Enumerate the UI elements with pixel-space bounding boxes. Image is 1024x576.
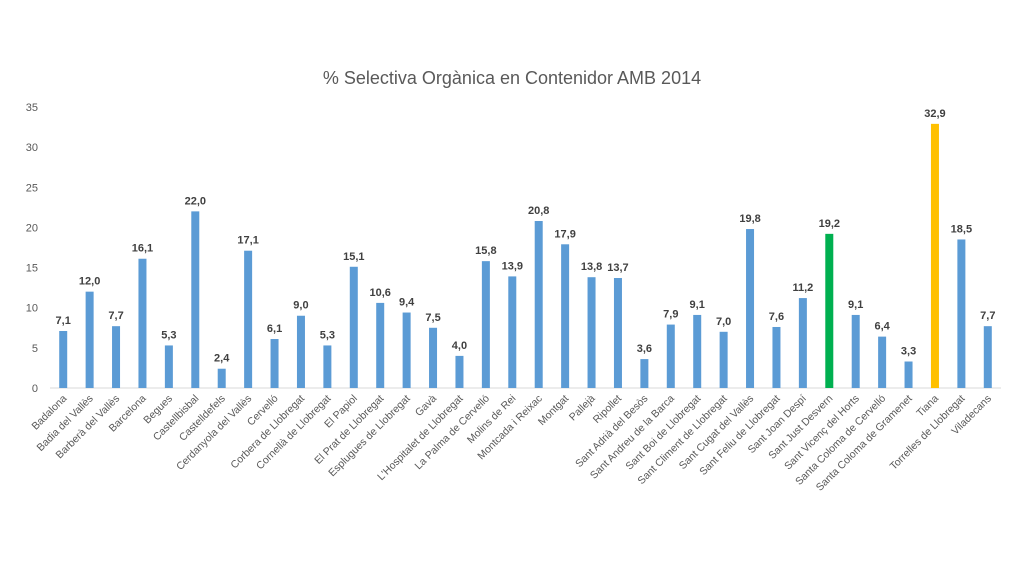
bar xyxy=(534,221,543,388)
bar xyxy=(270,339,279,388)
y-tick-label: 20 xyxy=(26,222,38,234)
bar xyxy=(798,298,807,388)
y-tick-label: 35 xyxy=(26,102,38,114)
data-label: 17,9 xyxy=(554,228,575,240)
data-label: 16,1 xyxy=(132,243,153,255)
data-label: 7,6 xyxy=(769,311,784,323)
data-label: 15,1 xyxy=(343,251,364,263)
data-label: 32,9 xyxy=(924,108,945,120)
bar xyxy=(587,277,596,388)
data-label: 13,8 xyxy=(581,261,602,273)
bar xyxy=(613,278,622,388)
data-label: 5,3 xyxy=(161,329,176,341)
bar xyxy=(693,314,702,388)
data-label: 19,2 xyxy=(819,218,840,230)
bar xyxy=(825,233,834,388)
data-label: 17,1 xyxy=(237,235,258,247)
data-label: 5,3 xyxy=(320,329,335,341)
data-label: 7,9 xyxy=(663,309,678,321)
bar xyxy=(481,261,490,388)
data-label: 3,3 xyxy=(901,346,916,358)
data-label: 6,1 xyxy=(267,323,282,335)
bar xyxy=(930,123,939,389)
bar xyxy=(296,315,305,388)
chart-title: % Selectiva Orgànica en Contenidor AMB 2… xyxy=(322,68,702,88)
bar xyxy=(561,244,570,388)
bar xyxy=(164,345,173,388)
y-axis: 0 5 10 15 20 25 30 35 xyxy=(26,102,1001,395)
bar xyxy=(455,355,464,388)
data-label: 20,8 xyxy=(528,205,549,217)
bar xyxy=(59,330,68,388)
data-label: 7,1 xyxy=(56,315,71,327)
bar xyxy=(429,327,438,388)
bar xyxy=(349,266,358,388)
bar xyxy=(217,368,226,388)
data-label: 18,5 xyxy=(951,223,972,235)
data-label: 7,5 xyxy=(425,312,440,324)
bar xyxy=(508,276,517,388)
data-label: 3,6 xyxy=(637,343,652,355)
y-tick-label: 0 xyxy=(32,383,38,395)
y-tick-label: 5 xyxy=(32,343,38,355)
bar xyxy=(719,331,728,388)
data-label: 12,0 xyxy=(79,276,100,288)
bar xyxy=(957,239,966,388)
bar xyxy=(851,314,860,388)
data-label: 9,1 xyxy=(690,299,705,311)
data-label: 2,4 xyxy=(214,353,230,365)
bar xyxy=(640,359,649,388)
data-label: 7,0 xyxy=(716,316,731,328)
data-label: 11,2 xyxy=(792,282,813,294)
bar xyxy=(746,229,755,388)
data-label: 7,7 xyxy=(980,310,995,322)
data-label: 15,8 xyxy=(475,245,496,257)
bar xyxy=(878,336,887,388)
data-label: 10,6 xyxy=(369,287,390,299)
data-label: 9,0 xyxy=(293,300,308,312)
y-tick-label: 10 xyxy=(26,303,38,315)
data-label: 9,1 xyxy=(848,299,863,311)
y-tick-label: 15 xyxy=(26,263,38,275)
data-label: 6,4 xyxy=(874,321,890,333)
bar xyxy=(666,324,675,388)
data-label: 4,0 xyxy=(452,340,467,352)
data-label: 7,7 xyxy=(108,310,123,322)
bar xyxy=(191,211,200,388)
y-tick-label: 30 xyxy=(26,142,38,154)
bar xyxy=(904,361,913,388)
data-label: 9,4 xyxy=(399,297,415,309)
bar xyxy=(402,312,411,388)
bar xyxy=(138,258,147,388)
data-label: 19,8 xyxy=(739,213,760,225)
bar xyxy=(85,291,94,388)
data-label: 13,7 xyxy=(607,262,628,274)
data-label: 22,0 xyxy=(185,195,206,207)
bar xyxy=(772,326,781,388)
y-tick-label: 25 xyxy=(26,182,38,194)
bar xyxy=(983,326,992,388)
bar xyxy=(112,326,121,388)
bar xyxy=(376,302,385,388)
bar xyxy=(244,250,253,388)
bar xyxy=(323,345,332,388)
data-labels: 7,1 12,0 7,7 16,1 5,3 22,0 2,4 17,1 6,1 9,0 5,3 15,… xyxy=(56,108,996,365)
bars xyxy=(59,123,992,389)
data-label: 13,9 xyxy=(502,260,523,272)
